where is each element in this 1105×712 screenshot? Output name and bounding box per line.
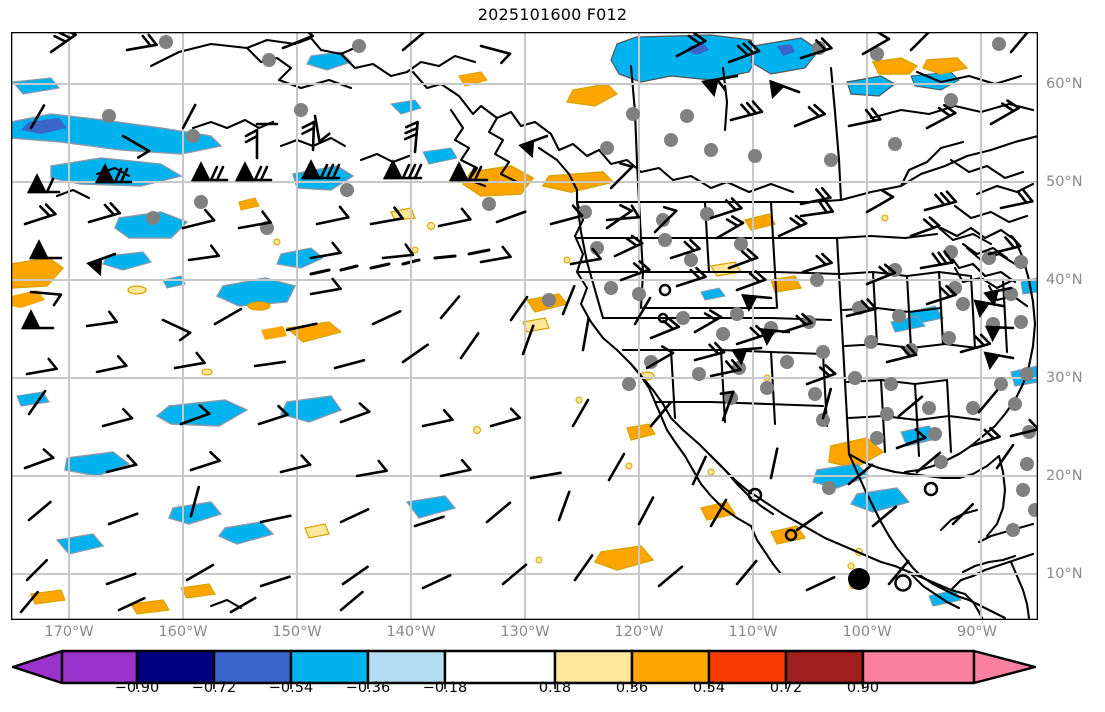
cbar-label-9: 0.90 xyxy=(846,680,880,696)
cbar-seg-11 xyxy=(861,649,976,685)
cbar-label-6: 0.36 xyxy=(615,680,649,696)
lat-tick-20n: 20°N xyxy=(1046,468,1083,484)
cbar-seg-9 xyxy=(707,649,788,685)
cbar-seg-3 xyxy=(212,649,293,685)
page-title: 2025101600 F012 xyxy=(477,5,628,24)
cbar-seg-4 xyxy=(289,649,370,685)
cbar-label-4: −0.18 xyxy=(422,680,468,696)
colorbar-swatches[interactable] xyxy=(0,648,1105,690)
cbar-label-0: −0.90 xyxy=(114,680,160,696)
lon-tick-170w: 170°W xyxy=(44,624,94,640)
lon-tick-130w: 130°W xyxy=(500,624,550,640)
cbar-ticks xyxy=(136,683,864,689)
lat-tick-10n: 10°N xyxy=(1046,566,1083,582)
lat-tick-60n: 60°N xyxy=(1046,76,1083,92)
cbar-seg-2 xyxy=(135,649,216,685)
cbar-seg-8 xyxy=(630,649,711,685)
cbar-label-8: 0.72 xyxy=(769,680,803,696)
cbar-label-7: 0.54 xyxy=(692,680,726,696)
lon-tick-120w: 120°W xyxy=(614,624,664,640)
station-marker-layer xyxy=(102,35,1038,537)
lon-tick-110w: 110°W xyxy=(728,624,778,640)
cbar-extend-high xyxy=(972,649,1037,685)
cbar-seg-7 xyxy=(553,649,634,685)
map-plot[interactable] xyxy=(11,32,1038,620)
lon-tick-140w: 140°W xyxy=(386,624,436,640)
map-panel[interactable] xyxy=(11,32,1038,620)
wind-barb-layer xyxy=(19,32,1038,614)
lat-tick-30n: 30°N xyxy=(1046,370,1083,386)
colorbar[interactable]: −0.90 −0.72 −0.54 −0.36 −0.18 0.18 0.36 … xyxy=(0,648,1105,712)
cbar-seg-6 xyxy=(443,649,557,685)
cbar-label-3: −0.36 xyxy=(345,680,391,696)
cbar-label-2: −0.54 xyxy=(268,680,314,696)
special-marker-layer xyxy=(657,283,939,592)
cbar-seg-1 xyxy=(60,649,139,685)
lon-tick-90w: 90°W xyxy=(956,624,998,640)
cbar-label-5: 0.18 xyxy=(538,680,572,696)
lon-tick-100w: 100°W xyxy=(842,624,892,640)
lon-tick-160w: 160°W xyxy=(158,624,208,640)
lat-tick-50n: 50°N xyxy=(1046,174,1083,190)
cbar-seg-5 xyxy=(366,649,447,685)
lat-tick-40n: 40°N xyxy=(1046,272,1083,288)
cbar-label-1: −0.72 xyxy=(191,680,237,696)
lon-tick-150w: 150°W xyxy=(272,624,322,640)
cbar-seg-10 xyxy=(784,649,865,685)
cbar-extend-low xyxy=(11,649,64,685)
